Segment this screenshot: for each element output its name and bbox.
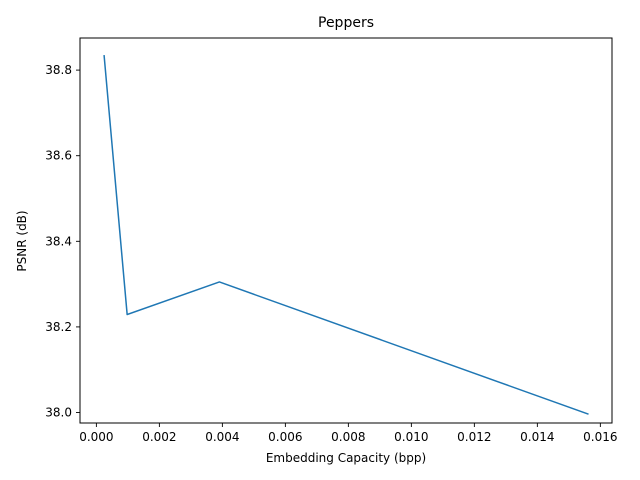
y-axis: 38.0 38.2 38.4 38.6 38.8 <box>45 63 80 420</box>
y-tick-label: 38.2 <box>45 320 72 334</box>
x-tick-label: 0.004 <box>205 430 239 444</box>
x-tick-label: 0.002 <box>142 430 176 444</box>
y-tick-label: 38.0 <box>45 406 72 420</box>
x-tick-label: 0.010 <box>394 430 428 444</box>
y-tick-label: 38.6 <box>45 149 72 163</box>
x-tick-label: 0.016 <box>583 430 617 444</box>
y-tick-label: 38.8 <box>45 63 72 77</box>
x-tick-label: 0.000 <box>79 430 113 444</box>
plot-frame <box>79 37 613 424</box>
x-tick-label: 0.008 <box>331 430 365 444</box>
x-axis: 0.000 0.002 0.004 0.006 0.008 0.010 0.012 0.014… <box>79 423 618 444</box>
chart-title: Peppers <box>318 15 374 31</box>
x-tick-label: 0.006 <box>268 430 302 444</box>
plot-area <box>103 55 589 415</box>
x-axis-label: Embedding Capacity (bpp) <box>266 451 426 465</box>
x-tick-label: 0.012 <box>457 430 491 444</box>
y-tick-label: 38.4 <box>45 234 72 248</box>
series-line <box>103 55 589 415</box>
y-axis-label: PSNR (dB) <box>15 210 29 271</box>
x-tick-label: 0.014 <box>520 430 554 444</box>
